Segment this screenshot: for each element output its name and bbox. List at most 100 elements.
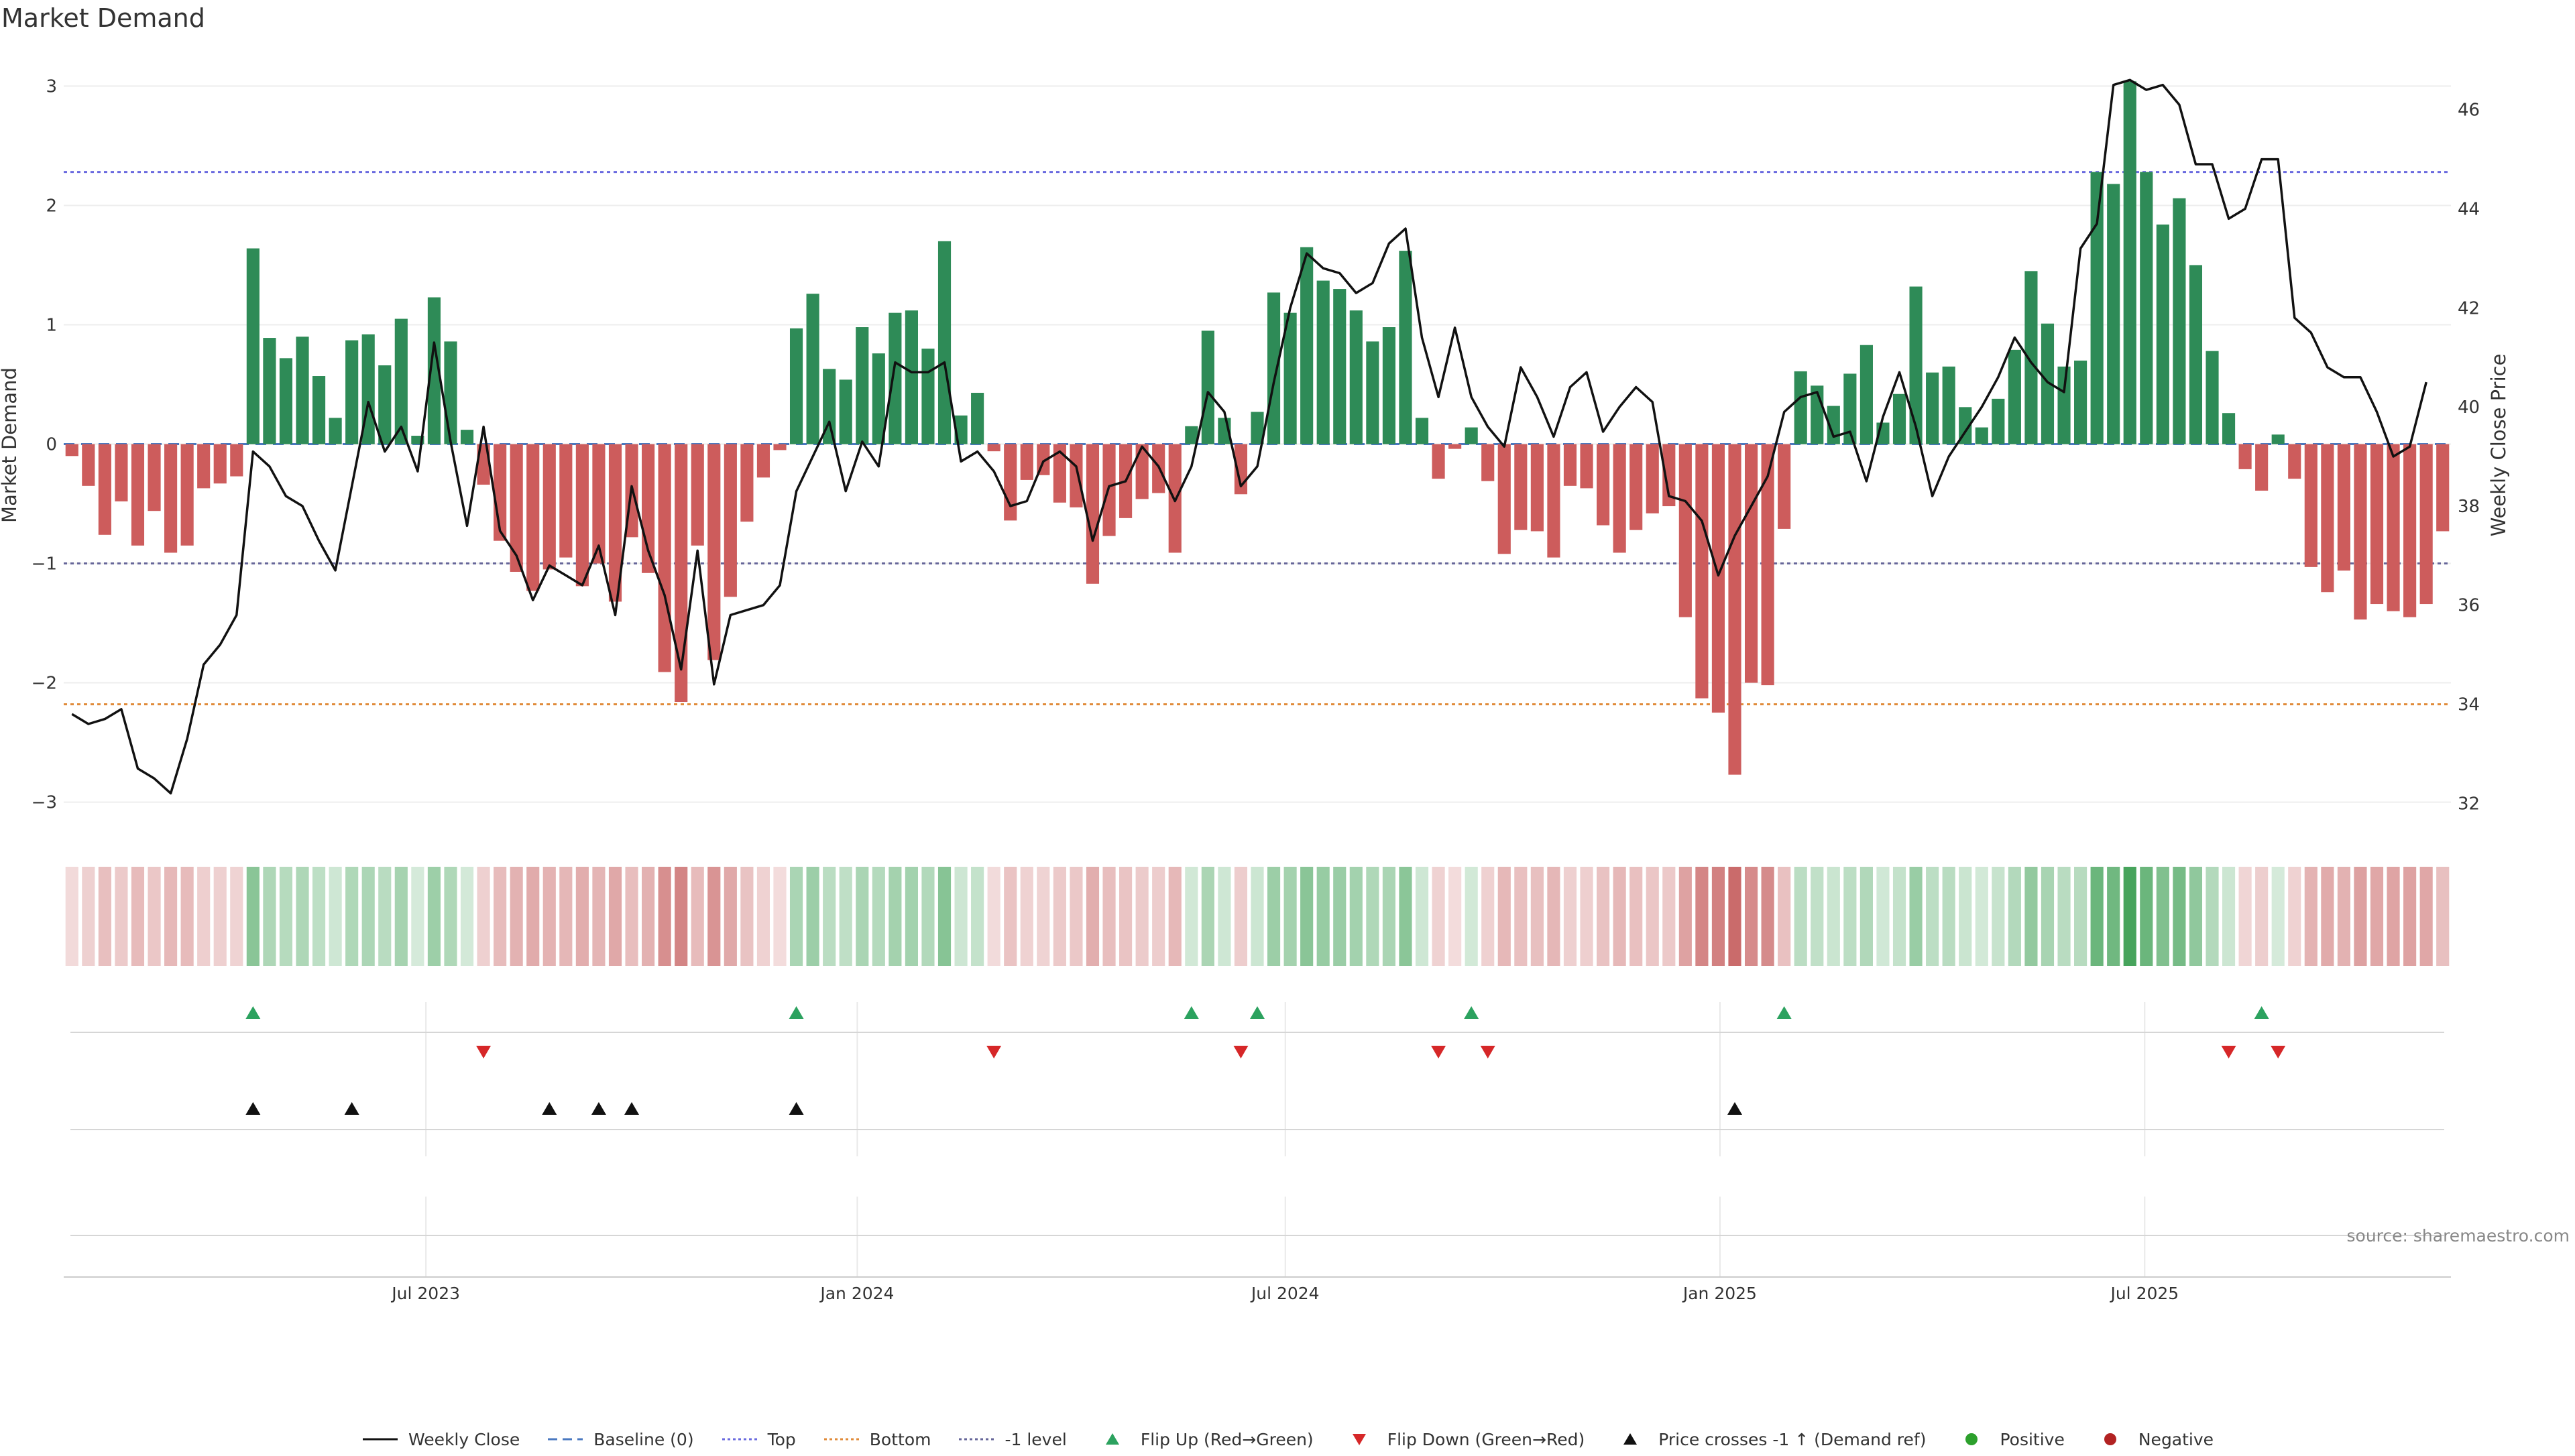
y-tick-label-right: 36: [2458, 596, 2480, 616]
heat-strip-cell: [394, 867, 408, 966]
demand-bar: [2304, 444, 2318, 567]
heat-strip-cell: [2024, 867, 2038, 966]
demand-bar: [2370, 444, 2384, 605]
heat-strip-cell: [1399, 867, 1412, 966]
heat-strip-cell: [1695, 867, 1709, 966]
flip-down-marker: [476, 1046, 492, 1058]
demand-bar: [987, 444, 1000, 452]
heat-strip-cell: [345, 867, 359, 966]
legend-negative: Negative: [2092, 1430, 2214, 1449]
heat-strip-cell: [1794, 867, 1807, 966]
demand-bar: [2107, 184, 2120, 444]
demand-bar: [2008, 349, 2021, 444]
heat-strip-cell: [1827, 867, 1840, 966]
heat-strip-cell: [839, 867, 852, 966]
demand-bar: [164, 444, 178, 553]
y-tick-label-right: 38: [2458, 497, 2480, 517]
heat-strip-cell: [1662, 867, 1676, 966]
heat-strip-cell: [2156, 867, 2169, 966]
demand-bars: [65, 81, 2450, 775]
heat-strip-cell: [361, 867, 375, 966]
legend-baseline: Baseline (0): [547, 1430, 694, 1449]
demand-bar: [526, 444, 540, 591]
price-cross-markers: [245, 1102, 1742, 1115]
demand-bar: [2255, 444, 2269, 491]
heat-strip-cell: [246, 867, 260, 966]
demand-bar: [707, 444, 721, 660]
heat-strip-cell: [82, 867, 95, 966]
demand-bar: [312, 376, 326, 444]
chart-title: Market Demand: [1, 3, 205, 33]
heat-strip-cell: [1251, 867, 1264, 966]
heat-strip-cell: [789, 867, 803, 966]
legend-price-cross: Price crosses -1 ↑ (Demand ref): [1611, 1430, 1926, 1449]
heat-strip-cell: [526, 867, 540, 966]
heat-strip-cell: [2354, 867, 2367, 966]
legend-negative-icon: [2092, 1431, 2129, 1447]
legend-flip-down-label: Flip Down (Green→Red): [1387, 1429, 1585, 1449]
legend-flip-up-icon: [1094, 1431, 1131, 1447]
demand-bar: [921, 349, 935, 444]
legend-flip-up: Flip Up (Red→Green): [1094, 1430, 1314, 1449]
legend-weekly-close-swatch: [361, 1431, 399, 1447]
heat-strip-cell: [559, 867, 573, 966]
heat-strip-cell: [954, 867, 968, 966]
demand-bar: [427, 297, 441, 444]
flip-down-marker: [2221, 1046, 2236, 1058]
demand-bar: [2123, 81, 2136, 444]
heat-strip-cell: [2090, 867, 2104, 966]
heat-strip-cell: [1892, 867, 1906, 966]
flip-up-marker: [245, 1006, 261, 1019]
flip-up-marker: [1464, 1006, 1479, 1019]
y-axis-label-left: Market Demand: [0, 367, 21, 523]
demand-bar: [559, 444, 573, 558]
y-tick-label-left: 2: [46, 196, 57, 216]
heat-strip-cell: [1597, 867, 1610, 966]
heat-strip-cell: [756, 867, 770, 966]
heat-strip-cell: [1004, 867, 1017, 966]
heat-strip-cell: [213, 867, 227, 966]
demand-bar: [608, 444, 622, 602]
demand-bar: [1646, 444, 1659, 513]
flip-up-marker: [2254, 1006, 2269, 1019]
demand-bar: [2206, 351, 2219, 444]
heat-strip-cell: [1629, 867, 1643, 966]
heat-strip-cell: [148, 867, 161, 966]
heat-strip-cell: [411, 867, 424, 966]
heat-strip-cell: [724, 867, 737, 966]
heat-strip-cell: [1234, 867, 1248, 966]
demand-heat-strip: [65, 867, 2450, 966]
demand-bar: [82, 444, 95, 486]
demand-bar: [2041, 323, 2055, 444]
heat-strip-cell: [1481, 867, 1495, 966]
y-tick-label-right: 42: [2458, 298, 2480, 318]
demand-bar: [1053, 444, 1066, 503]
legend-top-label: Top: [767, 1429, 796, 1449]
price-cross-marker: [591, 1102, 606, 1115]
heat-strip-cell: [1218, 867, 1231, 966]
demand-bar: [1892, 393, 1906, 444]
heat-strip-cell: [1283, 867, 1297, 966]
heat-strip-cell: [2189, 867, 2203, 966]
demand-bar: [2156, 224, 2169, 444]
heat-strip-cell: [312, 867, 326, 966]
heat-strip-cell: [1432, 867, 1445, 966]
demand-bar: [1926, 372, 1939, 444]
x-tick-label: Jan 2025: [1682, 1284, 1757, 1303]
demand-bar: [1597, 444, 1610, 526]
heat-strip-cell: [1926, 867, 1939, 966]
heat-strip-cell: [2288, 867, 2301, 966]
demand-bar: [460, 430, 474, 444]
heat-strip-cell: [1201, 867, 1214, 966]
legend-positive: Positive: [1953, 1430, 2065, 1449]
y-axis-label-right: Weekly Close Price: [2487, 354, 2510, 537]
demand-bar: [773, 444, 787, 450]
legend-minus-one: -1 level: [958, 1430, 1067, 1449]
demand-bar: [1530, 444, 1544, 532]
demand-bar: [1020, 444, 1033, 480]
heat-strip-cell: [1349, 867, 1363, 966]
heat-strip-cell: [1563, 867, 1577, 966]
heat-strip-cell: [444, 867, 457, 966]
y-tick-label-left: 3: [46, 76, 57, 97]
demand-bar: [1004, 444, 1017, 521]
